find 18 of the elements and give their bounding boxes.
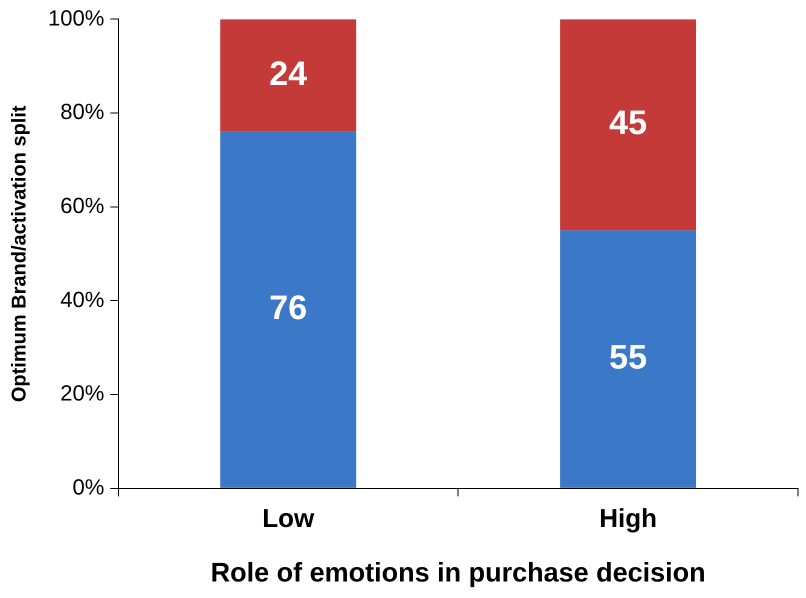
x-axis-title: Role of emotions in purchase decision [210,557,706,588]
y-tick-label: 40% [60,286,104,312]
data-label: 76 [269,289,308,328]
data-label: 24 [269,54,308,93]
y-tick-label: 80% [60,99,104,124]
bar [560,19,696,230]
bar [560,230,696,488]
y-tick-label: 100% [48,5,104,30]
y-axis-title: Optimum Brand/activation split [8,105,31,402]
x-tick-label: High [599,503,657,534]
x-tick-label: Low [262,503,315,534]
bar [220,132,356,488]
y-tick-label: 0% [72,474,104,500]
y-tick-label: 20% [60,380,104,406]
y-tick-label: 60% [60,192,104,218]
bar [220,19,356,132]
data-label: 55 [609,338,647,376]
data-label: 45 [609,104,647,142]
